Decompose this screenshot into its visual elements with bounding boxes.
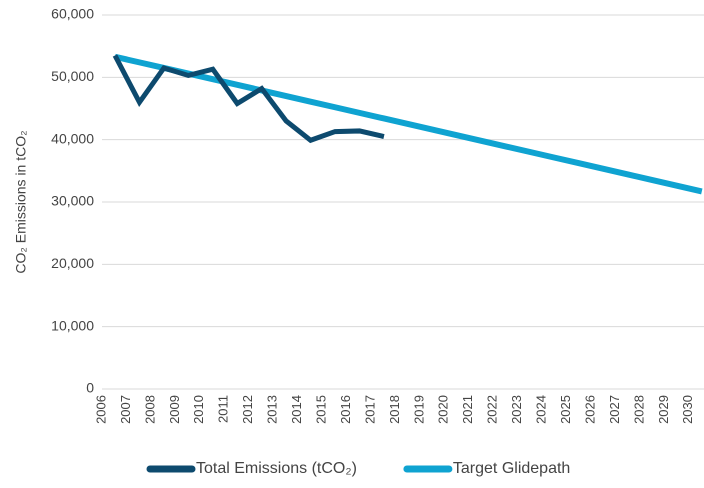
x-tick-label: 2020: [436, 395, 451, 424]
x-tick-label: 2019: [411, 395, 426, 424]
y-tick-label: 60,000: [51, 6, 94, 22]
y-tick-label: 10,000: [51, 317, 94, 333]
x-tick-label: 2006: [93, 395, 108, 424]
y-tick-label: 40,000: [51, 130, 94, 146]
x-tick-label: 2017: [362, 395, 377, 424]
x-tick-label: 2021: [460, 395, 475, 424]
x-tick-label: 2011: [216, 395, 231, 423]
x-tick-label: 2023: [509, 395, 524, 424]
series-line: [112, 54, 385, 144]
y-axis-label: CO₂ Emissions in tCO₂: [13, 130, 29, 273]
legend-label: Total Emissions (tCO₂): [196, 460, 357, 477]
x-tick-label: 2012: [240, 395, 255, 424]
y-tick-label: 30,000: [51, 193, 94, 209]
series-line: [114, 53, 703, 195]
x-tick-label: 2018: [387, 395, 402, 424]
x-tick-label: 2008: [142, 395, 157, 424]
legend-label: Target Glidepath: [453, 460, 570, 477]
y-tick-label: 0: [86, 380, 94, 396]
x-tick-label: 2026: [582, 395, 597, 424]
x-tick-label: 2027: [607, 395, 622, 424]
y-tick-label: 50,000: [51, 68, 94, 84]
x-tick-label: 2024: [534, 395, 549, 424]
x-tick-label: 2013: [265, 395, 280, 424]
x-tick-label: 2022: [485, 395, 500, 424]
x-tick-label: 2009: [167, 395, 182, 424]
x-tick-label: 2025: [558, 395, 573, 424]
x-tick-label: 2028: [631, 395, 646, 424]
x-tick-label: 2010: [191, 395, 206, 424]
x-tick-label: 2029: [656, 395, 671, 424]
x-tick-label: 2014: [289, 395, 304, 424]
x-tick-label: 2015: [313, 395, 328, 424]
x-tick-label: 2030: [680, 395, 695, 424]
x-tick-label: 2016: [338, 395, 353, 424]
x-tick-label: 2007: [118, 395, 133, 424]
y-tick-label: 20,000: [51, 255, 94, 271]
